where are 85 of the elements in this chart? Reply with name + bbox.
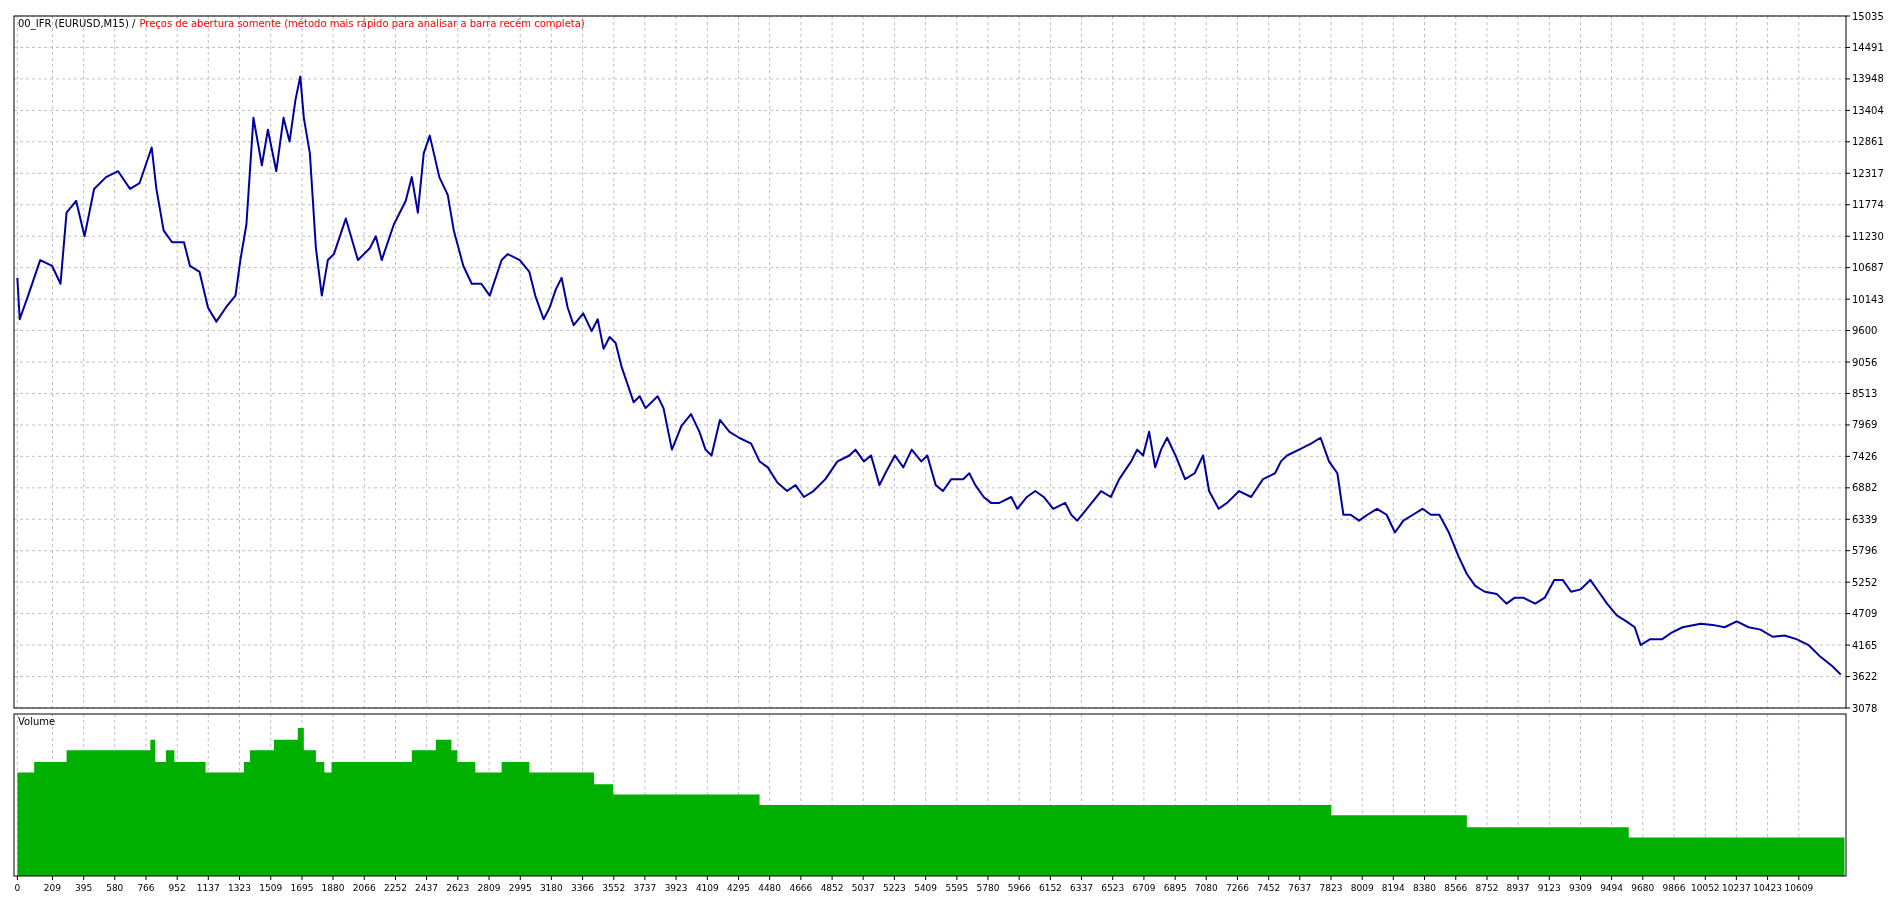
x-tick-label: 7080	[1194, 883, 1218, 893]
x-tick-label: 10609	[1784, 883, 1814, 893]
y-tick-label: 5796	[1852, 545, 1878, 557]
x-tick-label: 2437	[415, 883, 439, 893]
x-tick-label: 2623	[446, 883, 470, 893]
x-tick-label: 0	[14, 883, 21, 893]
x-tick-label: 6337	[1070, 883, 1093, 893]
x-tick-label: 8380	[1413, 883, 1437, 893]
x-tick-label: 209	[43, 883, 62, 893]
x-tick-label: 8752	[1475, 883, 1499, 893]
x-tick-label: 5223	[882, 883, 906, 893]
x-tick-label: 1323	[228, 883, 251, 893]
y-tick-label: 6882	[1852, 482, 1878, 494]
y-tick-label: 4165	[1852, 639, 1878, 651]
x-tick-label: 952	[168, 883, 186, 893]
chart-subtitle: Preços de abertura somente (método mais rápido para analisar a barra recém completa)	[139, 18, 585, 29]
x-tick-label: 2066	[352, 883, 376, 893]
y-tick-label: 11774	[1852, 199, 1884, 211]
x-tick-label: 2252	[384, 883, 407, 893]
y-tick-label: 7969	[1852, 419, 1878, 431]
x-tick-label: 3180	[539, 883, 564, 893]
x-tick-label: 9309	[1569, 883, 1593, 893]
x-tick-label: 3923	[664, 883, 688, 893]
x-tick-label: 5409	[914, 883, 938, 893]
y-tick-label: 12317	[1852, 167, 1884, 179]
x-tick-label: 8009	[1350, 883, 1374, 893]
x-tick-label: 4109	[695, 883, 720, 893]
x-tick-label: 9123	[1537, 883, 1561, 893]
x-tick-label: 10423	[1753, 883, 1782, 893]
x-tick-label: 1509	[259, 883, 283, 893]
x-tick-label: 1880	[321, 883, 345, 893]
x-tick-label: 10237	[1722, 883, 1751, 893]
y-tick-label: 13404	[1852, 104, 1884, 116]
x-tick-label: 8194	[1381, 883, 1406, 893]
x-tick-label: 3552	[602, 883, 626, 893]
line-series	[16, 75, 1842, 676]
y-tick-label: 13948	[1852, 73, 1884, 85]
chart-title: 00_IFR (EURUSD,M15) /	[18, 18, 136, 29]
x-tick-label: 10052	[1690, 883, 1720, 893]
x-tick-label: 5966	[1007, 883, 1031, 893]
x-tick-label: 395	[75, 883, 93, 893]
x-tick-label: 2995	[508, 883, 532, 893]
x-tick-label: 7266	[1226, 883, 1250, 893]
x-tick-label: 5780	[976, 883, 1000, 893]
x-tick-label: 1137	[196, 883, 220, 893]
x-tick-label: 7637	[1288, 883, 1312, 893]
y-tick-label: 9056	[1852, 356, 1878, 368]
x-tick-label: 4666	[789, 883, 813, 893]
x-tick-label: 9866	[1662, 883, 1686, 893]
y-tick-label: 3622	[1852, 671, 1878, 683]
y-tick-label: 12861	[1852, 136, 1884, 148]
y-tick-label: 9600	[1852, 325, 1878, 337]
x-tick-label: 3366	[571, 883, 595, 893]
y-tick-label: 7426	[1852, 450, 1878, 462]
y-tick-label: 11230	[1852, 230, 1884, 242]
x-tick-label: 3737	[633, 883, 657, 893]
x-tick-label: 8566	[1444, 883, 1468, 893]
y-tick-label: 5252	[1852, 576, 1878, 588]
y-tick-label: 6339	[1852, 513, 1878, 525]
x-tick-label: 8937	[1506, 883, 1530, 893]
chart-title: Volume	[18, 716, 56, 727]
x-tick-label: 7452	[1257, 883, 1281, 893]
x-tick-label: 9494	[1600, 883, 1624, 893]
x-tick-label: 6523	[1101, 883, 1125, 893]
x-tick-label: 580	[106, 883, 124, 893]
y-tick-label: 15035	[1852, 10, 1884, 22]
x-tick-label: 4295	[727, 883, 751, 893]
x-tick-label: 1695	[290, 883, 314, 893]
x-tick-label: 6152	[1038, 883, 1062, 893]
x-tick-label: 6895	[1163, 883, 1187, 893]
y-tick-label: 3078	[1852, 702, 1878, 714]
x-tick-label: 5037	[851, 883, 875, 893]
y-tick-label: 4709	[1852, 608, 1878, 620]
x-tick-label: 5595	[945, 883, 969, 893]
y-tick-label: 10687	[1852, 262, 1884, 274]
x-tick-label: 4480	[758, 883, 782, 893]
y-tick-label: 8513	[1852, 387, 1878, 399]
y-tick-label: 10143	[1852, 293, 1884, 305]
x-tick-label: 6709	[1132, 883, 1156, 893]
x-tick-label: 7823	[1319, 883, 1343, 893]
x-tick-label: 766	[137, 883, 155, 893]
y-tick-label: 14491	[1852, 41, 1884, 53]
x-tick-label: 4852	[820, 883, 844, 893]
x-tick-label: 2809	[477, 883, 501, 893]
x-tick-label: 9680	[1631, 883, 1655, 893]
